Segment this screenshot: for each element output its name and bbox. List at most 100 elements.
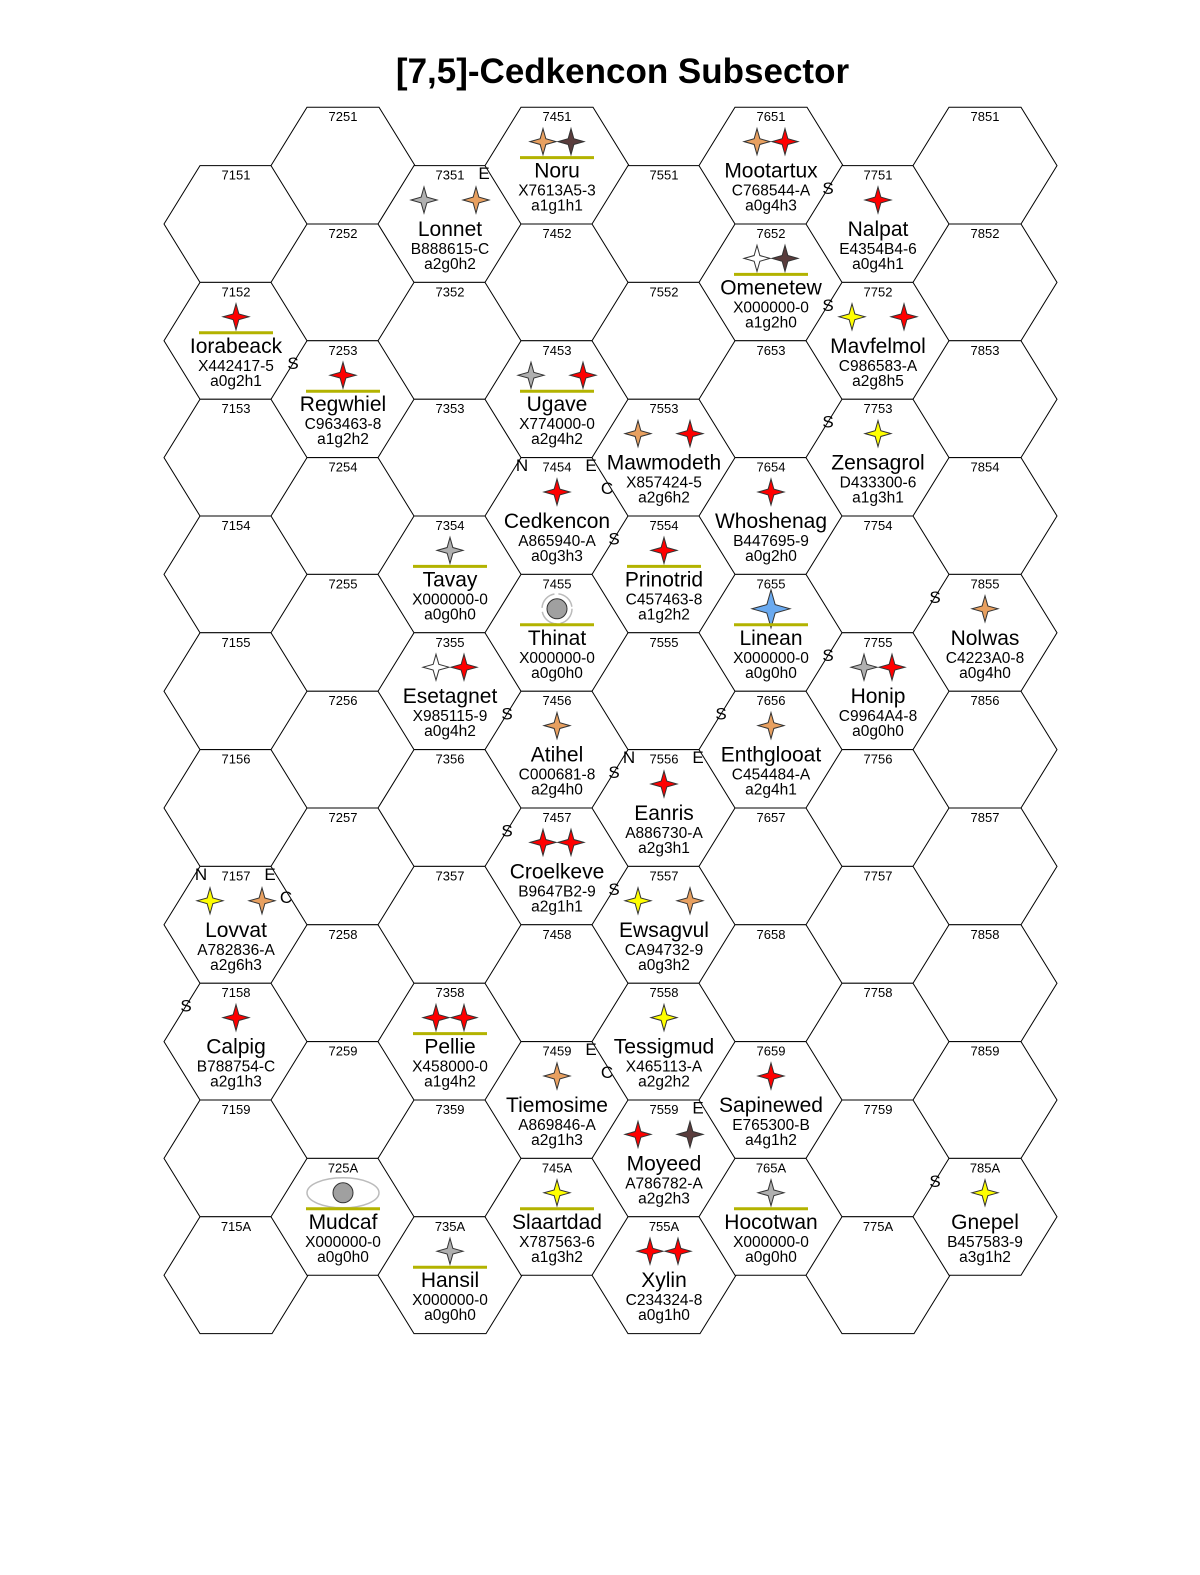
hex-number: 7651 [757,109,786,124]
world-upp: C9964A4-8 [839,708,917,725]
world-upp: X985115-9 [413,708,488,725]
yellow-star-icon [195,885,225,916]
world-upp: C454484-A [732,767,811,784]
gray-star-icon [435,1236,465,1267]
world-name: Honip [851,685,906,708]
base-code-s: S [822,646,833,665]
world-name: Mawmodeth [607,452,721,475]
base-code-e: E [264,865,275,884]
world-code: a2g8h5 [852,373,904,390]
hex-number: 7558 [650,985,679,1000]
world-upp: B788754-C [197,1059,275,1076]
orange-star-icon [742,126,772,157]
base-code-c: C [601,479,613,498]
hex-number: 7554 [650,518,679,533]
world-code: a2g3h1 [638,840,690,857]
world-name: Slaartdad [512,1211,602,1234]
red-star-icon [756,1061,786,1091]
world-name: Moyeed [627,1152,702,1175]
hex-number: 7859 [971,1044,1000,1059]
hex-number: 7259 [329,1044,358,1059]
hex-number: 7552 [650,284,679,299]
planet-icon [546,598,568,620]
hex-number: 7459 [543,1044,572,1059]
hex-number: 7858 [971,927,1000,942]
hex-number: 7351 [436,168,465,183]
world-code: a0g4h1 [852,256,904,273]
base-code-e: E [585,456,596,475]
hex-number: 775A [863,1219,894,1234]
world-code: a2g4h2 [531,431,583,448]
hex-number: 7457 [543,810,572,825]
world-upp: CA94732-9 [625,942,703,959]
hex-number: 7754 [864,518,893,533]
world-upp: E765300-B [732,1117,810,1134]
world-upp: C234324-8 [626,1292,703,1309]
hex-number: 7358 [436,985,465,1000]
base-code-s: S [287,354,298,373]
world-code: a1g2h2 [638,606,690,623]
hex-number: 7158 [222,985,251,1000]
world-upp: X442417-5 [198,358,274,375]
page-title: [7,5]-Cedkencon Subsector [395,52,850,91]
hex-number: 7758 [864,985,893,1000]
world-upp: B457583-9 [947,1234,1023,1251]
world-name: Lovvat [205,919,267,942]
hex-number: 7756 [864,752,893,767]
hex-number: 7455 [543,576,572,591]
world-upp: X787563-6 [519,1234,595,1251]
orange-star-icon [461,185,491,215]
hex-number: 7352 [436,284,465,299]
world-name: Esetagnet [403,685,498,708]
hex-number: 7251 [329,109,358,124]
orange-star-icon [623,418,653,449]
world-name: Atihel [531,744,584,767]
gray-star-icon [849,652,879,683]
world-code: a2g4h1 [745,782,797,799]
hex-number: 7755 [864,635,893,650]
hex-number: 7451 [543,109,572,124]
world-code: a2g6h2 [638,490,690,507]
world-upp: X000000-0 [733,650,809,667]
base-code-s: S [715,705,726,724]
hex-cell[interactable] [912,1157,1058,1276]
